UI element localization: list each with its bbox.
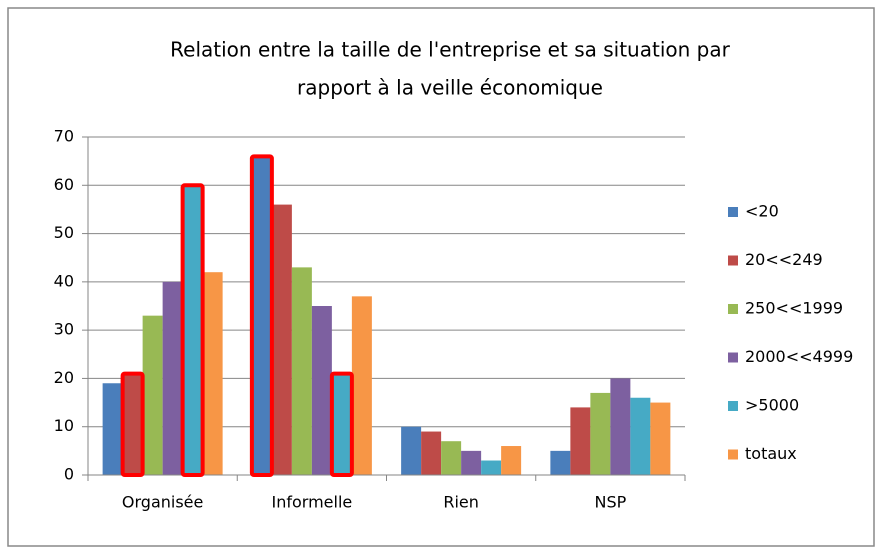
highlight-outline: [329, 371, 354, 478]
bar: [630, 397, 651, 475]
chart-title: Relation entre la taille de l'entreprise…: [170, 38, 730, 62]
y-tick-label: 40: [54, 271, 74, 290]
bar: [461, 450, 482, 475]
legend-swatch: [728, 255, 738, 266]
x-tick-label: Organisée: [122, 493, 203, 512]
x-tick-label: Informelle: [272, 493, 353, 512]
bar: [570, 407, 591, 475]
bar: [122, 373, 143, 475]
y-tick-label: 70: [54, 127, 74, 146]
legend-label: totaux: [745, 444, 797, 463]
y-tick-label: 0: [64, 465, 74, 484]
legend-label: 250<<1999: [745, 299, 843, 318]
legend-label: >5000: [745, 396, 799, 415]
x-tick-label: NSP: [594, 493, 626, 512]
bar: [271, 204, 292, 475]
legend-swatch: [728, 304, 738, 314]
legend-swatch: [728, 207, 738, 217]
bar: [251, 156, 272, 476]
bar: [550, 450, 571, 475]
chart-title: rapport à la veille économique: [297, 76, 603, 100]
y-tick-label: 60: [54, 175, 74, 194]
legend-label: 2000<<4999: [745, 347, 853, 366]
y-tick-label: 20: [54, 368, 74, 387]
highlight-outline: [180, 183, 205, 478]
bar: [481, 460, 502, 475]
legend-swatch: [728, 401, 738, 411]
bar: [311, 306, 332, 475]
bar: [142, 315, 163, 475]
bar: [331, 373, 352, 475]
y-tick-label: 30: [54, 320, 74, 339]
bar: [202, 272, 223, 475]
y-tick-label: 10: [54, 416, 74, 435]
bar: [421, 431, 442, 475]
legend-label: 20<<249: [745, 250, 823, 269]
bar: [351, 296, 372, 475]
bar: [441, 441, 462, 475]
bar: [162, 281, 183, 475]
bar: [102, 383, 123, 475]
legend-swatch: [728, 352, 738, 363]
legend-swatch: [728, 449, 738, 460]
bar: [650, 402, 671, 475]
bar: [401, 426, 422, 475]
highlight-outline: [120, 371, 145, 478]
bar: [501, 446, 522, 475]
bar: [590, 392, 611, 475]
bar: [610, 378, 631, 475]
bar: [182, 185, 203, 476]
x-tick-label: Rien: [443, 493, 479, 512]
highlight-outline: [249, 154, 274, 477]
y-tick-label: 50: [54, 223, 74, 242]
legend-label: <20: [745, 202, 779, 221]
bar: [291, 267, 312, 475]
